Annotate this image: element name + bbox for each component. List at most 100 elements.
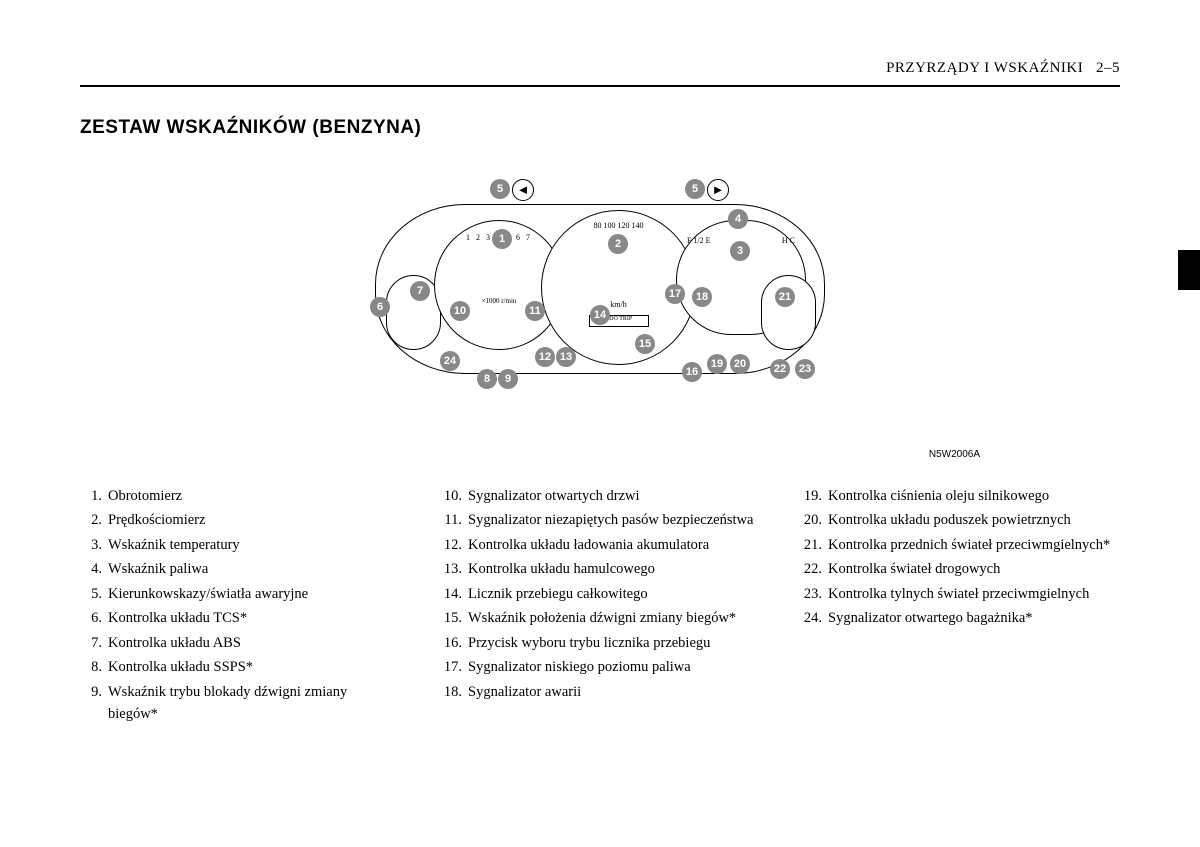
legend-item-number: 12. <box>440 534 468 556</box>
legend-item-number: 8. <box>80 656 108 678</box>
legend-item: 15.Wskaźnik położenia dźwigni zmiany bie… <box>440 607 760 629</box>
legend-item-text: Sygnalizator otwartego bagażnika* <box>828 607 1120 629</box>
legend-item-text: Kierunkowskazy/światła awaryjne <box>108 583 400 605</box>
legend-item: 13.Kontrolka układu hamulcowego <box>440 558 760 580</box>
callout-24: 24 <box>440 351 460 371</box>
callout-5: 5 <box>490 179 510 199</box>
callout-11: 11 <box>525 301 545 321</box>
legend-item: 9.Wskaźnik trybu blokady dźwigni zmiany … <box>80 681 400 726</box>
legend-item: 12.Kontrolka układu ładowania akumulator… <box>440 534 760 556</box>
legend-col-2: 10.Sygnalizator otwartych drzwi11.Sygnal… <box>440 485 760 728</box>
callout-23: 23 <box>795 359 815 379</box>
legend-item-number: 18. <box>440 681 468 703</box>
legend-item-text: Sygnalizator niskiego poziomu paliwa <box>468 656 760 678</box>
legend-item: 17.Sygnalizator niskiego poziomu paliwa <box>440 656 760 678</box>
legend-item: 5.Kierunkowskazy/światła awaryjne <box>80 583 400 605</box>
legend-item-number: 9. <box>80 681 108 726</box>
legend-item-number: 24. <box>800 607 828 629</box>
legend-item-text: Kontrolka przednich świateł przeciwmgiel… <box>828 534 1120 556</box>
legend-item-text: Kontrolka tylnych świateł przeciwmgielny… <box>828 583 1120 605</box>
callout-16: 16 <box>682 362 702 382</box>
legend-item-text: Wskaźnik temperatury <box>108 534 400 556</box>
legend-item-text: Sygnalizator otwartych drzwi <box>468 485 760 507</box>
temp-scale: H C <box>782 236 795 245</box>
callout-6: 6 <box>370 297 390 317</box>
legend-item-text: Wskaźnik paliwa <box>108 558 400 580</box>
legend-item: 18.Sygnalizator awarii <box>440 681 760 703</box>
right-pod <box>761 275 816 350</box>
legend-item-text: Przycisk wyboru trybu licznika przebiegu <box>468 632 760 654</box>
legend-item: 19.Kontrolka ciśnienia oleju silnikowego <box>800 485 1120 507</box>
callout-22: 22 <box>770 359 790 379</box>
legend-item: 10.Sygnalizator otwartych drzwi <box>440 485 760 507</box>
callout-17: 17 <box>665 284 685 304</box>
legend-col-1: 1.Obrotomierz2.Prędkościomierz 3.Wskaźnik… <box>80 485 400 728</box>
section-name: PRZYRZĄDY I WSKAŹNIKI <box>886 60 1083 76</box>
legend-item: 6.Kontrolka układu TCS* <box>80 607 400 629</box>
callout-14: 14 <box>590 305 610 325</box>
callout-21: 21 <box>775 287 795 307</box>
page-title: ZESTAW WSKAŹNIKÓW (BENZYNA) <box>80 117 1120 139</box>
legend-item-text: Kontrolka układu hamulcowego <box>468 558 760 580</box>
callout-9: 9 <box>498 369 518 389</box>
legend-item-text: Prędkościomierz <box>108 509 400 531</box>
legend-item: 1.Obrotomierz <box>80 485 400 507</box>
legend-item-number: 6. <box>80 607 108 629</box>
legend-item-number: 10. <box>440 485 468 507</box>
legend-item-text: Sygnalizator awarii <box>468 681 760 703</box>
legend-item-text: Kontrolka świateł drogowych <box>828 558 1120 580</box>
legend-item: 22.Kontrolka świateł drogowych <box>800 558 1120 580</box>
callout-7: 7 <box>410 281 430 301</box>
legend-item: 16.Przycisk wyboru trybu licznika przebi… <box>440 632 760 654</box>
header-rule <box>80 85 1120 87</box>
legend-item-number: 15. <box>440 607 468 629</box>
legend-item-text: Obrotomierz <box>108 485 400 507</box>
speedo-top: 80 100 120 140 <box>542 211 695 230</box>
legend-item-text: Licznik przebiegu całkowitego <box>468 583 760 605</box>
legend-item-text: Kontrolka układu SSPS* <box>108 656 400 678</box>
legend-item-number: 5. <box>80 583 108 605</box>
callout-2: 2 <box>608 234 628 254</box>
legend-item-number: 4. <box>80 558 108 580</box>
diagram-container: 1 2 3 4 5 6 7 ×1000 r/min 80 100 120 140… <box>80 179 1120 419</box>
legend-col-3: 19.Kontrolka ciśnienia oleju silnikowego… <box>800 485 1120 728</box>
legend-item: 24.Sygnalizator otwartego bagażnika* <box>800 607 1120 629</box>
legend-item: 7.Kontrolka układu ABS <box>80 632 400 654</box>
legend-item-text: Kontrolka układu TCS* <box>108 607 400 629</box>
legend-columns: 1.Obrotomierz2.Prędkościomierz 3.Wskaźnik… <box>80 485 1120 728</box>
legend-item-number: 2. <box>80 509 108 531</box>
legend-item-text: Wskaźnik położenia dźwigni zmiany biegów… <box>468 607 760 629</box>
callout-19: 19 <box>707 354 727 374</box>
legend-item-number: 7. <box>80 632 108 654</box>
page-header: PRZYRZĄDY I WSKAŹNIKI 2–5 <box>80 60 1120 77</box>
legend-item-number: 21. <box>800 534 828 556</box>
callout-8: 8 <box>477 369 497 389</box>
legend-item: 14.Licznik przebiegu całkowitego <box>440 583 760 605</box>
turn-signal-icon: ◄ <box>512 179 534 201</box>
legend-item: 23.Kontrolka tylnych świateł przeciwmgie… <box>800 583 1120 605</box>
callout-20: 20 <box>730 354 750 374</box>
callout-12: 12 <box>535 347 555 367</box>
callout-18: 18 <box>692 287 712 307</box>
legend-item-number: 17. <box>440 656 468 678</box>
legend-item-number: 20. <box>800 509 828 531</box>
legend-item-number: 19. <box>800 485 828 507</box>
legend-item-number: 1. <box>80 485 108 507</box>
legend-item-text: Kontrolka układu poduszek powietrznych <box>828 509 1120 531</box>
legend-item: 3.Wskaźnik temperatury <box>80 534 400 556</box>
callout-3: 3 <box>730 241 750 261</box>
cluster-outline: 1 2 3 4 5 6 7 ×1000 r/min 80 100 120 140… <box>375 204 825 374</box>
legend-item: 20.Kontrolka układu poduszek powietrznyc… <box>800 509 1120 531</box>
legend-item-text: Wskaźnik trybu blokady dźwigni zmiany bi… <box>108 681 400 726</box>
legend-item: 21.Kontrolka przednich świateł przeciwmg… <box>800 534 1120 556</box>
page-number: 2–5 <box>1096 60 1120 76</box>
legend-item-text: Kontrolka układu ładowania akumulatora <box>468 534 760 556</box>
legend-item-number: 23. <box>800 583 828 605</box>
legend-item-text: Sygnalizator niezapiętych pasów bezpiecz… <box>468 509 760 531</box>
fuel-scale: F 1/2 E <box>687 236 711 245</box>
callout-10: 10 <box>450 301 470 321</box>
legend-item-text: Kontrolka ciśnienia oleju silnikowego <box>828 485 1120 507</box>
turn-signal-icon: ► <box>707 179 729 201</box>
diagram-code: N5W2006A <box>80 449 980 460</box>
legend-item-number: 22. <box>800 558 828 580</box>
